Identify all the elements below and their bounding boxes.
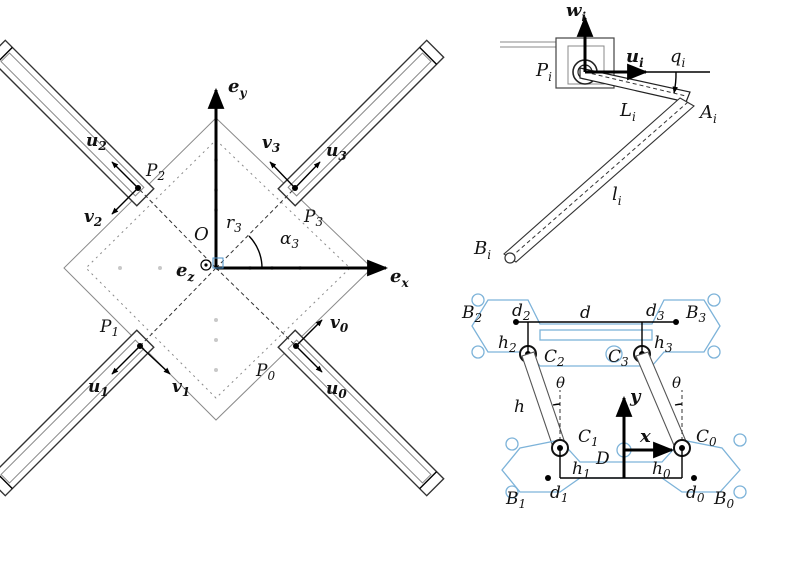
label-ex: ex bbox=[390, 266, 409, 290]
origin-marker bbox=[212, 257, 224, 269]
label-x: x bbox=[639, 426, 651, 447]
label-P: Pi bbox=[535, 60, 552, 84]
label-u1: u1 bbox=[88, 377, 109, 399]
label-h2: h2 bbox=[498, 333, 517, 355]
label-C3: C3 bbox=[608, 347, 629, 369]
label-u2: u2 bbox=[86, 131, 107, 153]
label-w: wi bbox=[566, 0, 587, 24]
label-d2: d2 bbox=[512, 301, 531, 323]
label-h: h bbox=[514, 397, 525, 417]
p2-vectors bbox=[111, 161, 141, 215]
label-d3: d3 bbox=[646, 301, 665, 323]
label-r3: r3 bbox=[226, 213, 242, 235]
label-theta-left: θ bbox=[556, 374, 565, 392]
label-l: li bbox=[612, 184, 622, 208]
top-plate bbox=[471, 299, 721, 367]
label-q: qi bbox=[670, 46, 686, 70]
label-d: d bbox=[580, 303, 591, 323]
label-d0: d0 bbox=[686, 483, 705, 505]
label-v2: v2 bbox=[84, 207, 102, 229]
rail-p0 bbox=[277, 329, 445, 497]
distal-rod bbox=[503, 97, 695, 263]
rail-p3 bbox=[277, 39, 445, 207]
label-p3: P3 bbox=[303, 207, 323, 229]
label-d1: d1 bbox=[550, 483, 569, 505]
p0-vectors bbox=[293, 319, 323, 373]
label-C1: C1 bbox=[578, 427, 599, 449]
label-B3: B3 bbox=[685, 303, 707, 325]
label-ey: ey bbox=[228, 76, 247, 100]
label-p1: P1 bbox=[99, 317, 119, 339]
label-D: D bbox=[595, 449, 610, 469]
label-ez: ez bbox=[176, 260, 195, 284]
label-h3: h3 bbox=[654, 333, 673, 355]
ez-symbol bbox=[200, 259, 212, 271]
label-C2: C2 bbox=[544, 347, 565, 369]
label-u0: u0 bbox=[326, 379, 347, 401]
label-B1: B1 bbox=[505, 489, 526, 511]
alpha3-arc bbox=[248, 235, 263, 269]
mechanism-front-view: B2 d2 d d3 B3 h2 C2 C3 h3 θ θ y h C1 x C… bbox=[461, 293, 747, 511]
label-h1: h1 bbox=[572, 459, 591, 481]
bottom-plate bbox=[501, 439, 741, 493]
origin-to-p-lines bbox=[137, 187, 297, 347]
label-p2: P2 bbox=[145, 161, 165, 183]
label-B0: B0 bbox=[713, 489, 735, 511]
p1-vectors bbox=[111, 343, 171, 375]
label-L: Li bbox=[619, 100, 636, 124]
label-u3: u3 bbox=[326, 141, 347, 163]
label-B: Bi bbox=[473, 238, 491, 262]
label-A: Ai bbox=[698, 102, 717, 126]
label-origin: O bbox=[194, 224, 209, 245]
p3-vectors bbox=[269, 161, 321, 191]
label-p0: P0 bbox=[255, 361, 275, 383]
label-C0: C0 bbox=[696, 427, 717, 449]
label-alpha3: α3 bbox=[280, 229, 299, 251]
label-v0: v0 bbox=[330, 313, 349, 335]
label-h0: h0 bbox=[652, 459, 671, 481]
label-v3: v3 bbox=[262, 133, 280, 155]
label-B2: B2 bbox=[461, 303, 482, 325]
label-y: y bbox=[629, 386, 642, 407]
label-u: ui bbox=[626, 46, 644, 70]
top-view-diagram: ey ex ez O r3 α3 P2 P3 P1 P0 u2 v2 v3 u3… bbox=[0, 39, 445, 497]
label-theta-right: θ bbox=[672, 374, 681, 392]
label-v1: v1 bbox=[172, 377, 190, 399]
leg-side-view: wi ui qi Pi Li Ai li Bi bbox=[473, 0, 717, 264]
